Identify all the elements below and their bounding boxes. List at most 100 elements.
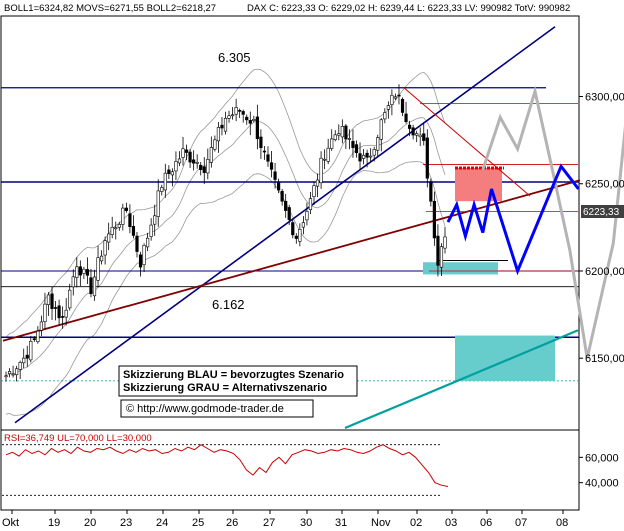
x-tick-label: 02 [410,517,422,529]
candle-body [294,235,298,239]
x-tick-label: 08 [556,517,568,529]
x-tick-label: 25 [192,517,204,529]
x-tick-label: 07 [515,517,527,529]
candle-body [330,138,334,149]
candle-body [39,321,44,331]
scenario-blue [446,163,580,276]
candle-body [99,255,104,262]
candle-body [372,149,376,156]
y-tick-label: 6150,00 [585,353,624,365]
candle-body [121,207,125,225]
candle-body [107,233,111,243]
candle-body [298,229,302,242]
candle-body [22,357,26,364]
candle-body [131,226,136,236]
candle-body [163,172,167,191]
header-quote: DAX C: 6223,33 O: 6229,02 H: 6239,44 L: … [247,3,570,14]
candle-body [29,340,33,361]
rsi-label: RSI=36,749 UL=70,000 LL=30,000 [4,433,152,444]
candle-body [11,373,15,376]
candle-body [216,127,221,142]
candle-body [369,155,373,158]
scenario-legend: Skizzierung BLAU = bevorzugtes Szenario … [118,365,358,397]
candle-body [301,222,305,228]
candle-body [241,111,245,115]
bollinger-lower [5,161,446,416]
candle-body [252,118,256,121]
candle-body [230,114,235,117]
candle-body [64,309,68,318]
candle-body [400,98,405,113]
candle-body [202,166,206,173]
copyright-text: © http://www.godmode-trader.de [126,403,284,415]
candle-body [273,171,277,180]
candle-body [262,150,267,153]
candle-body [319,157,323,184]
candle-body [365,152,369,158]
candle-body [436,235,440,266]
candle-body [220,124,224,129]
candle-body [443,236,447,249]
candle-body [75,266,79,278]
candle-body [291,222,295,236]
candle-body [407,124,412,129]
candle-body [280,190,284,202]
candle-body [128,213,132,228]
candle-body [323,158,327,161]
candle-body [89,277,93,295]
candle-body [344,125,348,140]
x-tick-label: 06 [480,517,492,529]
low-label: 6.162 [212,297,245,312]
candle-body [248,120,252,124]
candle-body [114,227,118,230]
candle-body [36,330,40,343]
candle-body [223,118,228,132]
candle-body [404,113,408,123]
candle-body [340,126,344,138]
candle-body [7,371,12,375]
candle-body [326,147,330,162]
candle-body [411,127,415,136]
candle-body [32,338,36,340]
trend-line-blue [14,26,556,424]
x-tick-label: 30 [300,517,312,529]
candle-body [71,276,75,288]
candle-body [333,134,337,140]
axes-layers: 6300,00 6250,00 6200,00 6150,00 Okt 19 20 23 24 2… [2,92,624,529]
candle-body [206,159,210,174]
candle-body [78,266,82,276]
candle-body [181,148,185,158]
candle-body [149,224,153,237]
candle-body [337,133,341,136]
candle-body [188,151,192,163]
candle-body [199,164,203,170]
x-tick-label: 23 [120,517,132,529]
x-tick-label: Okt [2,517,19,529]
candle-body [68,289,72,309]
candle-body [287,207,291,220]
copyright-box: © http://www.godmode-trader.de [120,399,314,418]
rsi-line [5,444,449,487]
candle-body [361,154,366,159]
candle-body [174,161,178,172]
x-tick-label: 20 [84,517,96,529]
candle-body [347,138,352,140]
candle-body [170,171,174,176]
scenario-grey [481,85,624,359]
candle-body [351,141,355,148]
candle-body [50,293,54,310]
x-tick-label: 03 [445,517,457,529]
candle-body [209,147,213,163]
y-tick-label: 6250,00 [585,179,624,191]
candle-body [259,136,263,148]
candle-body [117,224,121,228]
candle-body [238,110,242,112]
candle-body [53,307,58,309]
candle-body [46,294,51,305]
x-tick-label: 19 [48,517,60,529]
candle-body [376,137,380,151]
rsi-layers [2,444,449,496]
candle-body [61,316,65,318]
